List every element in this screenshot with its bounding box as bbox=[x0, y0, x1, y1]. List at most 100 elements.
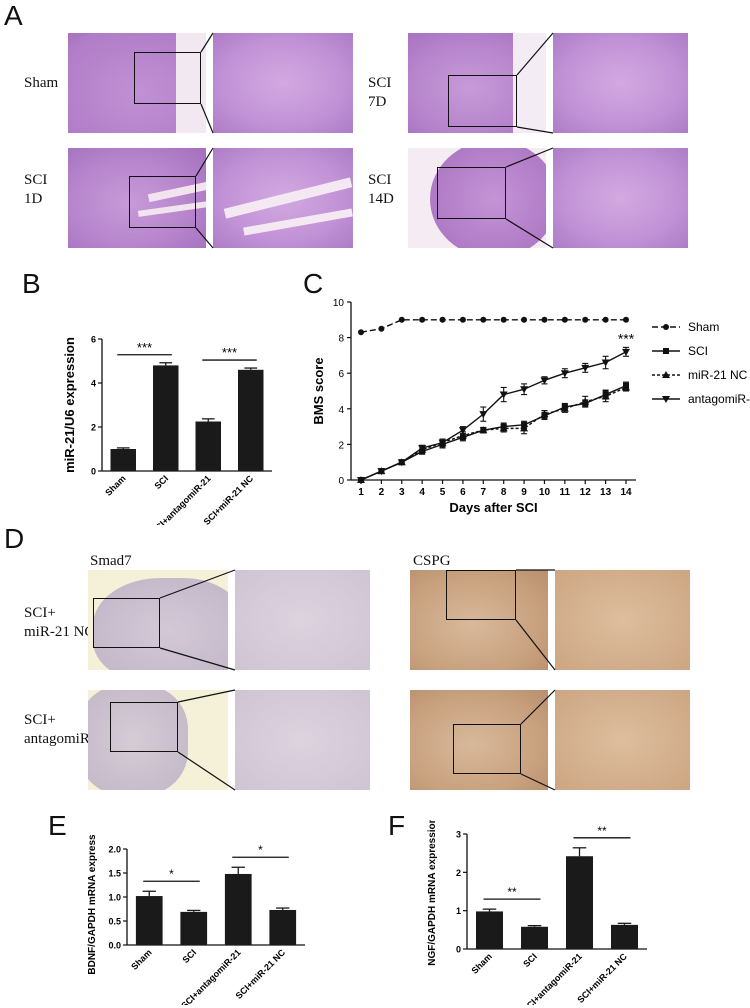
y-tick-label: 6 bbox=[338, 369, 344, 380]
y-tick-label: 1 bbox=[456, 906, 461, 916]
x-tick-label: 12 bbox=[580, 487, 592, 498]
data-point bbox=[663, 348, 669, 354]
x-tick-label: 2 bbox=[379, 487, 385, 498]
y-tick-label: 2 bbox=[91, 423, 96, 433]
data-point bbox=[623, 316, 629, 323]
data-point bbox=[479, 411, 488, 419]
data-point bbox=[377, 468, 386, 476]
panel-c-label: C bbox=[303, 268, 324, 299]
data-point bbox=[418, 444, 427, 452]
data-point bbox=[480, 316, 487, 323]
data-point bbox=[601, 359, 610, 367]
y-tick-label: 8 bbox=[338, 334, 344, 345]
he-image-sci1d-zoom bbox=[213, 148, 353, 248]
data-point bbox=[500, 316, 507, 323]
y-tick-label: 2.0 bbox=[108, 845, 121, 855]
significance-marker: ** bbox=[597, 824, 607, 838]
y-axis-title: miR-21/U6 expression bbox=[62, 337, 77, 473]
ihc-image-cspg-antago-zoom bbox=[555, 690, 690, 790]
y-tick-label: 0.5 bbox=[108, 917, 121, 927]
data-point bbox=[499, 424, 508, 432]
data-point bbox=[419, 316, 426, 323]
y-tick-label: 10 bbox=[333, 298, 345, 309]
bar bbox=[110, 449, 136, 471]
x-tick-label: 4 bbox=[419, 487, 425, 498]
he-image-sci7d-overview bbox=[408, 33, 546, 133]
data-point bbox=[397, 459, 406, 467]
data-point bbox=[458, 427, 467, 435]
data-point bbox=[479, 426, 488, 434]
row-label-sci-14d: SCI 14D bbox=[368, 172, 394, 207]
data-point bbox=[560, 370, 569, 378]
data-point bbox=[398, 316, 405, 323]
panel-a-label: A bbox=[4, 0, 23, 31]
y-tick-label: 6 bbox=[91, 335, 96, 345]
ihc-image-smad7-nc-zoom bbox=[235, 570, 370, 670]
panel-b-label: B bbox=[22, 268, 41, 299]
panel-d-connector-lines bbox=[159, 569, 556, 791]
data-point bbox=[561, 316, 568, 323]
data-point bbox=[541, 316, 548, 323]
data-point bbox=[438, 439, 447, 447]
data-point bbox=[540, 410, 549, 418]
row-label-sham: Sham bbox=[24, 75, 59, 91]
x-tick-label: 8 bbox=[501, 487, 507, 498]
data-point bbox=[582, 316, 589, 323]
x-tick-label: SCI bbox=[180, 947, 198, 965]
series-line bbox=[360, 386, 627, 481]
data-point bbox=[458, 431, 467, 439]
roi-box-smad7-nc bbox=[93, 598, 160, 648]
he-image-sci1d-overview bbox=[68, 148, 206, 248]
x-tick-label: SCI bbox=[152, 473, 170, 491]
roi-box-sham bbox=[134, 52, 201, 104]
data-point bbox=[560, 404, 569, 412]
data-point bbox=[622, 383, 630, 391]
ihc-image-smad7-antago-overview bbox=[88, 690, 228, 790]
bar bbox=[153, 365, 179, 471]
ihc-image-smad7-nc-overview bbox=[88, 570, 228, 670]
y-tick-label: 0 bbox=[338, 476, 344, 487]
panel-f-label: F bbox=[388, 810, 406, 841]
he-image-sci14d-zoom bbox=[553, 148, 688, 248]
bar bbox=[238, 369, 264, 471]
x-tick-label: SCI+miR-21 NC bbox=[575, 951, 629, 1005]
y-axis-title: BMS score bbox=[311, 357, 326, 424]
bar bbox=[195, 421, 221, 471]
significance-marker: *** bbox=[137, 340, 152, 355]
y-tick-label: 1.0 bbox=[108, 893, 121, 903]
series-sham bbox=[358, 316, 629, 336]
y-tick-label: 3 bbox=[456, 830, 461, 840]
y-axis-title: NGF/GAPDH mRNA expression bbox=[427, 820, 438, 966]
data-point bbox=[663, 324, 669, 330]
roi-box-sci14d bbox=[437, 167, 506, 219]
data-point bbox=[499, 391, 508, 399]
roi-box-cspg-antago bbox=[453, 724, 521, 774]
chart-e-bdnf-expression: 0.0 0.5 1.0 1.5 2.0 BDNF/GAPDH mRNA expressio… bbox=[87, 835, 305, 1005]
significance-marker: *** bbox=[618, 330, 635, 346]
legend-label: miR-21 NC bbox=[688, 368, 748, 382]
x-axis-title: Days after SCI bbox=[449, 500, 537, 515]
bar bbox=[180, 911, 208, 945]
y-tick-label: 1.5 bbox=[108, 869, 121, 879]
y-tick-label: 0 bbox=[456, 945, 461, 955]
ihc-image-cspg-nc-zoom bbox=[555, 570, 690, 670]
he-image-sci7d-zoom bbox=[553, 33, 688, 133]
data-point bbox=[581, 397, 590, 405]
data-point bbox=[459, 316, 466, 323]
y-tick-label: 4 bbox=[338, 405, 344, 416]
x-tick-label: 6 bbox=[460, 487, 466, 498]
x-tick-label: 3 bbox=[399, 487, 405, 498]
y-tick-label: 4 bbox=[91, 379, 96, 389]
chart-f-ngf-expression: 0 1 2 3 NGF/GAPDH mRNA expression Sham SCI SCI+… bbox=[427, 820, 647, 1005]
panel-a-connector-lines bbox=[195, 32, 554, 249]
data-point bbox=[439, 316, 446, 323]
data-point bbox=[520, 424, 529, 432]
x-tick-label: 9 bbox=[521, 487, 527, 498]
data-point bbox=[662, 396, 670, 403]
data-point bbox=[581, 364, 590, 372]
bar bbox=[135, 896, 163, 945]
data-point bbox=[378, 325, 385, 332]
x-tick-label: 7 bbox=[481, 487, 487, 498]
